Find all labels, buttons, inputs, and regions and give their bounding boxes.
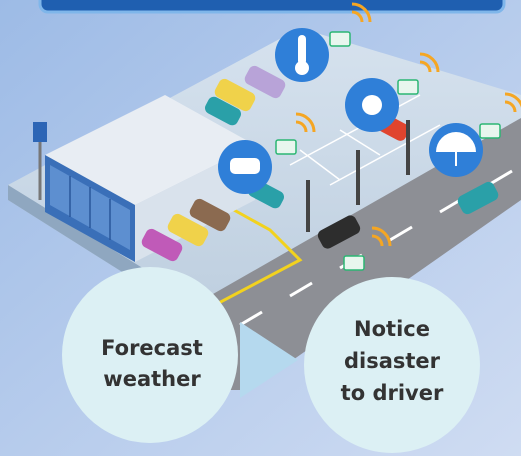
page: Forecast weather Notice disaster to driv… — [0, 0, 521, 456]
top-banner — [40, 0, 504, 12]
step-label: to driver — [341, 381, 444, 405]
step-label: Forecast — [101, 336, 203, 360]
step-label: Notice — [354, 317, 430, 341]
illustration: Forecast weather Notice disaster to driv… — [0, 0, 521, 456]
step-label: weather — [103, 367, 201, 391]
step-label: disaster — [344, 349, 441, 373]
